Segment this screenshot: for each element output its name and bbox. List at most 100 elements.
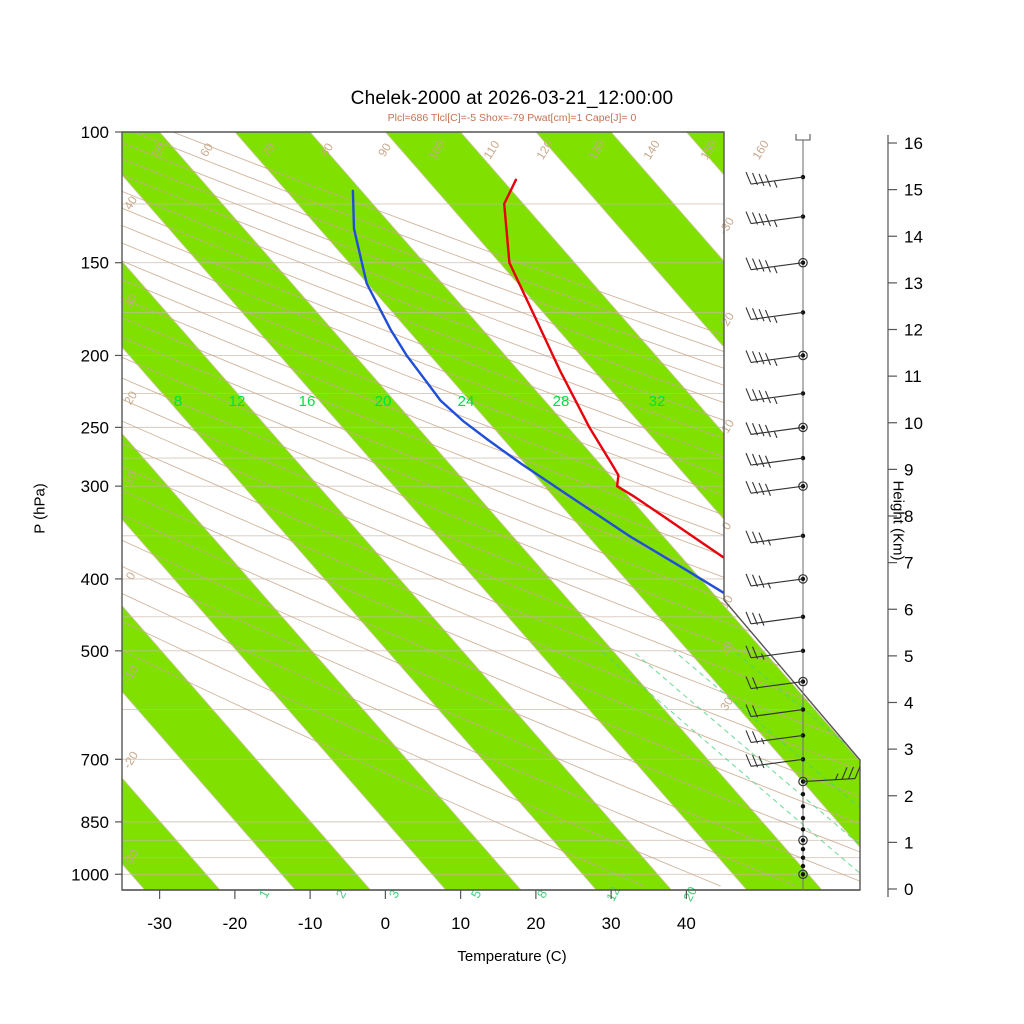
- pressure-tick-label: 300: [81, 477, 109, 496]
- barb-feather-full: [745, 452, 752, 466]
- barb-feather-full: [751, 677, 759, 690]
- barb-feather-full: [764, 424, 772, 438]
- barb-feather-full: [745, 676, 752, 689]
- wind-barb: [745, 754, 806, 769]
- barb-feather-full: [745, 754, 752, 767]
- wind-barb: [745, 388, 806, 405]
- barb-feather-half: [767, 539, 772, 546]
- barb-feather-full: [758, 454, 765, 468]
- mixing-ratio-label: 12: [603, 884, 623, 904]
- barb-feather-half: [767, 582, 772, 589]
- barb-feather-full: [764, 390, 772, 404]
- barb-feather-full: [751, 531, 759, 544]
- page-title: Chelek-2000 at 2026-03-21_12:00:00: [350, 88, 674, 109]
- barb-feather-half: [760, 737, 765, 745]
- barb-shaft: [750, 535, 804, 544]
- sounding-curves: [351, 178, 860, 761]
- wind-barb: [745, 422, 808, 439]
- temperature-tick-label: 30: [602, 914, 621, 933]
- barb-shaft: [750, 457, 804, 466]
- barb-feather-half: [773, 266, 778, 274]
- barb-feather-full: [758, 482, 765, 496]
- barb-feather-full: [854, 766, 861, 779]
- mixing-ratio-label: 3: [386, 887, 403, 900]
- height-tick-label: 4: [904, 694, 913, 713]
- wind-barb: [800, 846, 806, 852]
- pressure-tick-label: 850: [81, 813, 109, 832]
- barb-feather-full: [745, 480, 752, 494]
- level-marker-dot: [800, 863, 806, 869]
- barb-feather-full: [751, 646, 759, 659]
- wind-barb: [745, 573, 808, 589]
- height-tick-label: 6: [904, 600, 913, 619]
- wind-barb: [745, 611, 806, 626]
- barb-feather-half: [834, 773, 839, 780]
- temperature-tick-label: 10: [451, 914, 470, 933]
- barb-feather-full: [751, 351, 759, 364]
- dry-adiabat-label: 140: [640, 137, 663, 162]
- barb-feather-half: [773, 316, 778, 324]
- barb-feather-full: [745, 530, 752, 544]
- barb-feather-full: [841, 767, 848, 780]
- barb-feather-half: [773, 397, 778, 405]
- barb-feather-half: [773, 431, 778, 439]
- barb-feather-full: [745, 307, 752, 320]
- temperature-tick-label: 40: [677, 914, 696, 933]
- barb-feather-full: [745, 257, 752, 270]
- pressure-tick-label: 1000: [71, 865, 109, 884]
- pressure-tick-label: 250: [81, 418, 109, 437]
- barb-feather-full: [764, 455, 772, 468]
- barb-feather-full: [751, 172, 759, 186]
- wind-barb: [798, 835, 808, 846]
- barb-feather-full: [758, 423, 765, 437]
- calm-symbol: [795, 134, 811, 141]
- height-tick-label: 10: [904, 414, 923, 433]
- pressure-tick-label: 500: [81, 642, 109, 661]
- mixing-ratio-label: 1: [256, 887, 273, 900]
- height-tick-label: 8: [904, 507, 913, 526]
- level-marker-dot: [800, 815, 806, 821]
- level-marker-open: [798, 835, 808, 846]
- height-tick-label: 15: [904, 181, 923, 200]
- barb-feather-full: [764, 213, 772, 227]
- level-marker-dot: [800, 483, 806, 489]
- barb-feather-full: [764, 309, 772, 323]
- wind-barb: [745, 350, 808, 367]
- dry-adiabat-label: 60: [197, 140, 216, 159]
- wind-barb: [745, 645, 806, 660]
- barb-feather-full: [751, 423, 759, 436]
- isotherm-label: -30: [716, 215, 737, 237]
- barb-feather-full: [764, 483, 772, 496]
- grid-labels: 50 60 70 80 90 100 110 120 130 140 150 160403020100…: [120, 137, 772, 903]
- wind-barb: [745, 730, 806, 745]
- barb-shaft: [750, 216, 804, 225]
- barb-feather-full: [751, 389, 759, 402]
- x-axis-label: Temperature (C): [457, 948, 567, 965]
- barb-feather-full: [758, 613, 765, 626]
- temperature-tick-label: -30: [147, 914, 172, 933]
- pressure-tick-label: 400: [81, 570, 109, 589]
- barb-feather-full: [745, 730, 752, 743]
- wind-barb-column: [745, 134, 861, 890]
- height-tick-label: 1: [904, 833, 913, 852]
- wind-barb: [745, 480, 808, 496]
- temperature-curve: [503, 178, 860, 761]
- height-tick-label: 9: [904, 460, 913, 479]
- theta-e-label: 28: [553, 393, 570, 410]
- barb-feather-full: [745, 611, 752, 625]
- theta-e-label: 16: [299, 393, 316, 410]
- barb-feather-full: [764, 174, 772, 187]
- dry-adiabat-lines: [122, 132, 860, 887]
- barb-feather-full: [758, 308, 765, 322]
- height-tick-label: 16: [904, 134, 923, 153]
- pressure-tick-label: 700: [81, 750, 109, 769]
- barb-feather-full: [745, 573, 752, 587]
- barb-feather-full: [745, 422, 752, 435]
- barb-shaft: [750, 262, 804, 271]
- mixing-ratio-label: 20: [680, 884, 700, 904]
- barb-feather-full: [751, 308, 759, 321]
- theta-e-label: 8: [174, 393, 182, 410]
- isotherm-label: 0: [719, 519, 735, 532]
- barb-feather-full: [751, 612, 759, 625]
